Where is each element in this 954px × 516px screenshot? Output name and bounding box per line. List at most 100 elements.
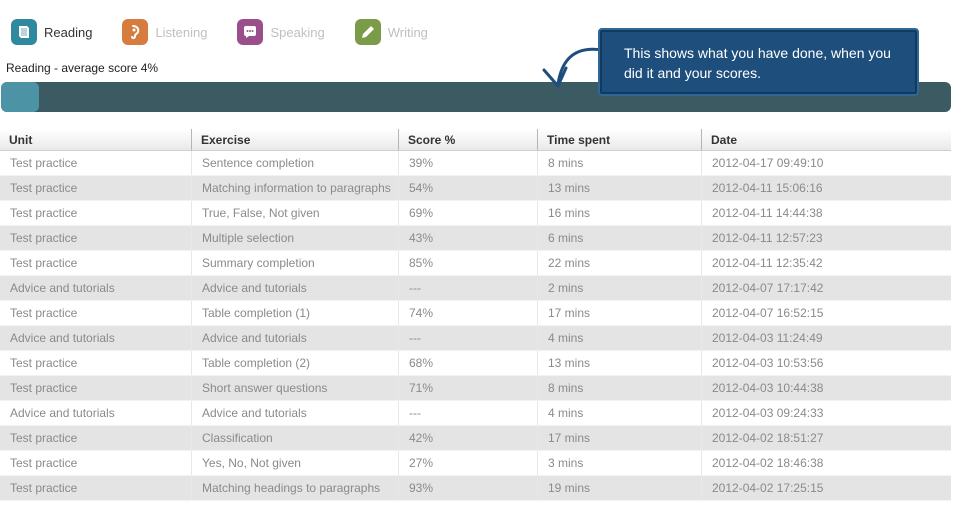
cell-exercise: Matching information to paragraphs bbox=[192, 176, 399, 200]
cell-score: 71% bbox=[399, 376, 538, 400]
cell-score: --- bbox=[399, 401, 538, 425]
cell-unit: Test practice bbox=[0, 476, 192, 500]
table-row: Test practice Table completion (1) 74% 17 m… bbox=[0, 301, 951, 326]
table-row: Test practice Matching headings to paragr… bbox=[0, 476, 951, 501]
cell-unit: Advice and tutorials bbox=[0, 276, 192, 300]
help-callout-text: This shows what you have done, when you … bbox=[624, 45, 891, 81]
cell-date: 2012-04-07 17:17:42 bbox=[712, 281, 824, 295]
column-header-exercise[interactable]: Exercise bbox=[192, 129, 399, 150]
cell-unit: Advice and tutorials bbox=[0, 326, 192, 350]
average-score-label: Reading - average score 4% bbox=[6, 61, 159, 75]
column-header-score[interactable]: Score % bbox=[399, 129, 538, 150]
cell-unit: Test practice bbox=[0, 301, 192, 325]
cell-exercise: Advice and tutorials bbox=[192, 276, 399, 300]
tab-writing-label: Writing bbox=[387, 24, 428, 40]
cell-exercise: Short answer questions bbox=[192, 376, 399, 400]
progress-table: Unit Exercise Score % Time spent Date Te… bbox=[0, 129, 951, 501]
tab-listening-label: Listening bbox=[155, 24, 208, 40]
cell-time-spent: 3 mins bbox=[538, 451, 702, 475]
reading-icon bbox=[11, 19, 37, 45]
table-row: Advice and tutorials Advice and tutorials… bbox=[0, 401, 951, 426]
cell-score: --- bbox=[399, 276, 538, 300]
cell-score: 43% bbox=[399, 226, 538, 250]
cell-score: 27% bbox=[399, 451, 538, 475]
cell-time-spent: 2 mins bbox=[538, 276, 702, 300]
writing-icon bbox=[354, 19, 381, 45]
tab-reading-label: Reading bbox=[44, 24, 93, 40]
cell-date: 2012-04-03 10:53:56 bbox=[712, 356, 824, 370]
column-header-date[interactable]: Date bbox=[711, 133, 738, 147]
cell-date: 2012-04-03 10:44:38 bbox=[712, 381, 824, 395]
cell-unit: Test practice bbox=[0, 426, 192, 450]
table-row: Test practice Sentence completion 39% 8 min… bbox=[0, 151, 951, 176]
callout-arrow-icon bbox=[542, 47, 604, 88]
cell-exercise: Sentence completion bbox=[192, 151, 399, 175]
cell-unit: Test practice bbox=[0, 151, 192, 175]
cell-time-spent: 22 mins bbox=[538, 251, 702, 275]
cell-date: 2012-04-11 12:57:23 bbox=[712, 231, 823, 245]
cell-time-spent: 8 mins bbox=[538, 151, 702, 175]
table-row: Test practice Table completion (2) 68% 13 m… bbox=[0, 351, 951, 376]
cell-date: 2012-04-11 15:06:16 bbox=[712, 181, 823, 195]
column-header-time-spent[interactable]: Time spent bbox=[538, 129, 702, 150]
cell-score: 54% bbox=[399, 176, 538, 200]
table-row: Test practice Classification 42% 17 mins 201… bbox=[0, 426, 951, 451]
cell-time-spent: 4 mins bbox=[538, 326, 702, 350]
cell-exercise: Classification bbox=[192, 426, 399, 450]
table-row: Advice and tutorials Advice and tutorials… bbox=[0, 326, 951, 351]
cell-time-spent: 13 mins bbox=[538, 351, 702, 375]
cell-unit: Test practice bbox=[0, 201, 192, 225]
table-body: Test practice Sentence completion 39% 8 min… bbox=[0, 151, 951, 501]
cell-exercise: Table completion (2) bbox=[192, 351, 399, 375]
tab-reading[interactable]: Reading bbox=[11, 19, 92, 45]
column-header-unit[interactable]: Unit bbox=[0, 129, 192, 150]
cell-score: 68% bbox=[399, 351, 538, 375]
cell-time-spent: 19 mins bbox=[538, 476, 702, 500]
skill-tabs: Reading Listening Speaking Writing bbox=[11, 17, 458, 47]
cell-score: 74% bbox=[399, 301, 538, 325]
cell-time-spent: 6 mins bbox=[538, 226, 702, 250]
cell-exercise: Advice and tutorials bbox=[192, 401, 399, 425]
cell-exercise: Advice and tutorials bbox=[192, 326, 399, 350]
cell-score: 93% bbox=[399, 476, 538, 500]
cell-date: 2012-04-02 17:25:15 bbox=[712, 481, 824, 495]
cell-time-spent: 4 mins bbox=[538, 401, 702, 425]
cell-date: 2012-04-03 09:24:33 bbox=[712, 406, 824, 420]
cell-score: 85% bbox=[399, 251, 538, 275]
table-row: Test practice True, False, Not given 69% 16… bbox=[0, 201, 951, 226]
cell-unit: Test practice bbox=[0, 251, 192, 275]
tab-speaking-label: Speaking bbox=[270, 24, 325, 40]
listening-icon bbox=[122, 19, 149, 45]
cell-unit: Test practice bbox=[0, 226, 192, 250]
average-score-bar-fill bbox=[1, 82, 39, 112]
table-row: Test practice Matching information to par… bbox=[0, 176, 951, 201]
table-row: Test practice Short answer questions 71% 8 … bbox=[0, 376, 951, 401]
cell-unit: Test practice bbox=[0, 176, 192, 200]
cell-score: 39% bbox=[399, 151, 538, 175]
cell-exercise: Table completion (1) bbox=[192, 301, 399, 325]
help-callout: This shows what you have done, when you … bbox=[598, 28, 919, 96]
cell-date: 2012-04-17 09:49:10 bbox=[712, 156, 824, 170]
cell-exercise: Yes, No, Not given bbox=[192, 451, 399, 475]
cell-exercise: Matching headings to paragraphs bbox=[192, 476, 399, 500]
cell-unit: Test practice bbox=[0, 376, 192, 400]
tab-listening[interactable]: Listening bbox=[122, 19, 207, 45]
cell-unit: Advice and tutorials bbox=[0, 401, 192, 425]
cell-date: 2012-04-02 18:46:38 bbox=[712, 456, 824, 470]
cell-date: 2012-04-02 18:51:27 bbox=[712, 431, 824, 445]
speaking-icon bbox=[237, 19, 264, 45]
tab-writing[interactable]: Writing bbox=[354, 19, 428, 45]
cell-date: 2012-04-11 14:44:38 bbox=[712, 206, 823, 220]
table-row: Advice and tutorials Advice and tutorials… bbox=[0, 276, 951, 301]
cell-exercise: Summary completion bbox=[192, 251, 399, 275]
cell-date: 2012-04-11 12:35:42 bbox=[712, 256, 823, 270]
cell-time-spent: 16 mins bbox=[538, 201, 702, 225]
cell-unit: Test practice bbox=[0, 451, 192, 475]
tab-speaking[interactable]: Speaking bbox=[237, 19, 325, 45]
cell-exercise: True, False, Not given bbox=[192, 201, 399, 225]
cell-date: 2012-04-07 16:52:15 bbox=[712, 306, 824, 320]
cell-score: 42% bbox=[399, 426, 538, 450]
cell-time-spent: 13 mins bbox=[538, 176, 702, 200]
cell-time-spent: 8 mins bbox=[538, 376, 702, 400]
cell-score: 69% bbox=[399, 201, 538, 225]
